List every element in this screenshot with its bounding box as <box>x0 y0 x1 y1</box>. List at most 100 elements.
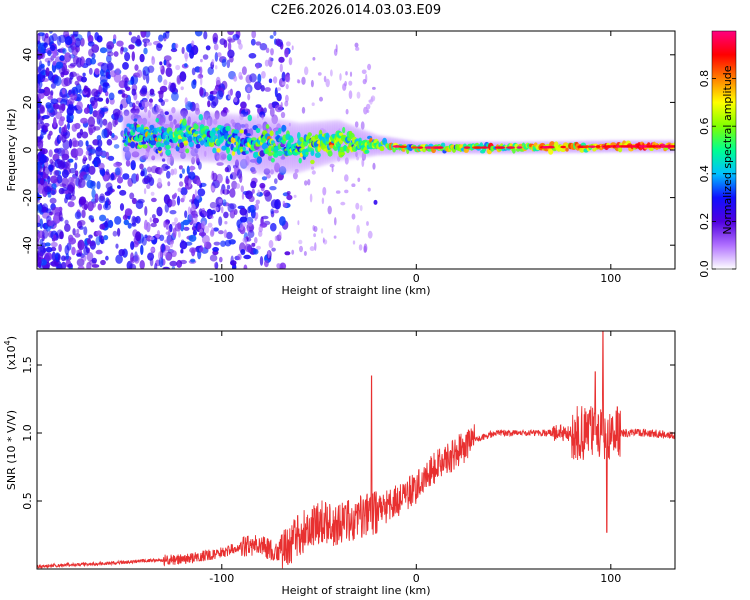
spectrogram-cell-24 <box>134 64 139 71</box>
spectrogram-y-tick-label-3: 20 <box>21 95 34 109</box>
spectrogram-cell-1311 <box>239 223 244 231</box>
spectrogram-cell-833 <box>37 199 41 204</box>
spectrogram-cell-1503 <box>174 43 179 49</box>
spectrogram-cell-1422 <box>322 237 325 243</box>
spectrogram-cell-1189 <box>165 165 171 170</box>
spectrogram-cell-993 <box>232 34 240 41</box>
spectrogram-cell-896 <box>48 130 53 136</box>
spectrogram-cell-739 <box>100 259 106 266</box>
spectrogram-cell-1059 <box>146 166 152 173</box>
spectrogram-cell-2091 <box>245 133 251 137</box>
spectrogram-cell-846 <box>115 254 123 264</box>
spectrogram-cell-1314 <box>356 224 360 234</box>
spectrogram-cell-578 <box>269 186 277 191</box>
spectrogram-cell-1197 <box>284 48 289 58</box>
spectrogram-cell-1253 <box>156 42 163 52</box>
spectrogram-cell-1077 <box>81 59 84 67</box>
spectrogram-cell-1572 <box>173 168 178 175</box>
spectrogram-cell-99 <box>143 47 148 55</box>
spectrogram-cell-977 <box>55 61 64 69</box>
snr-series-line <box>37 331 675 569</box>
spectrogram-cell-2265 <box>325 132 329 138</box>
spectrogram-cell-1497 <box>168 81 172 86</box>
spectrogram-cell-920 <box>166 170 171 179</box>
spectrogram-cell-2600 <box>437 146 444 149</box>
spectrogram-cell-1078 <box>235 90 241 99</box>
spectrogram-cell-1511 <box>279 63 283 73</box>
spectrogram-cell-2604 <box>480 146 489 149</box>
spectrogram-cell-1505 <box>309 246 315 252</box>
spectrogram-cell-2014 <box>212 147 217 154</box>
spectrogram-cell-1417 <box>297 80 301 84</box>
spectrogram-cell-649 <box>83 107 90 114</box>
spectrogram-cell-333 <box>179 173 183 179</box>
spectrogram-cell-1310 <box>327 205 332 215</box>
spectrogram-cell-1110 <box>99 193 105 202</box>
spectrogram-cell-1228 <box>44 57 53 63</box>
spectrogram-cell-1408 <box>146 183 151 189</box>
spectrogram-cell-2119 <box>259 150 265 157</box>
spectrogram-cell-1266 <box>37 256 42 267</box>
spectrogram-cell-1496 <box>249 221 253 227</box>
spectrogram-cell-1538 <box>340 201 346 206</box>
spectrogram-cell-1073 <box>66 115 71 123</box>
spectrogram-cell-1211 <box>199 86 204 97</box>
spectrogram-cell-1559 <box>312 57 316 61</box>
spectrogram-cell-633 <box>119 203 125 211</box>
spectrogram-cell-859 <box>91 44 100 53</box>
spectrogram-cell-2114 <box>256 156 262 164</box>
spectrogram-cell-759 <box>129 101 134 108</box>
spectrogram-cell-870 <box>54 75 62 87</box>
spectrogram-panel: -100 0 100 -40 -20 0 20 40 Height of straight … <box>5 30 676 297</box>
spectrogram-cell-2608 <box>516 146 523 149</box>
spectrogram-cell-1200 <box>227 49 235 59</box>
spectrogram-cell-589 <box>105 197 110 204</box>
spectrogram-cell-770 <box>49 197 57 204</box>
spectrogram-cell-1218 <box>122 173 130 180</box>
spectrogram-cell-842 <box>47 193 52 198</box>
spectrogram-cell-1066 <box>86 238 92 245</box>
spectrogram-cell-998 <box>249 73 257 83</box>
spectrogram-cell-2301 <box>342 126 346 134</box>
spectrogram-cell-1561 <box>157 177 162 187</box>
spectrogram-cell-1009 <box>50 44 56 52</box>
spectrogram-cell-1432 <box>194 189 197 198</box>
spectrogram-cell-407 <box>163 55 172 62</box>
spectrogram-cell-300 <box>48 149 53 158</box>
spectrogram-cell-1304 <box>304 66 309 76</box>
spectrogram-cell-2607 <box>506 146 515 149</box>
spectrogram-cell-881 <box>67 263 73 268</box>
spectrogram-cell-807 <box>91 188 96 199</box>
spectrogram-cell-2204 <box>298 157 302 164</box>
spectrogram-cell-685 <box>230 255 234 266</box>
spectrogram-cell-2513 <box>565 147 569 152</box>
spectrogram-cell-1252 <box>165 67 173 78</box>
spectrogram-cell-1299 <box>240 249 246 255</box>
spectrogram-cell-979 <box>114 167 121 176</box>
spectrogram-cell-14 <box>112 230 118 237</box>
spectrogram-cell-1433 <box>233 75 238 82</box>
spectrogram-cell-558 <box>279 216 286 226</box>
spectrogram-cell-1574 <box>357 177 361 182</box>
spectrogram-cell-1436 <box>309 193 313 203</box>
snr-y-tick-label-2: 1.5 <box>21 356 34 374</box>
spectrogram-cell-1336 <box>291 45 294 51</box>
spectrogram-cell-966 <box>129 263 137 269</box>
spectrogram-cell-1295 <box>133 254 140 264</box>
spectrogram-cell-1553 <box>211 185 215 192</box>
spectrogram-cell-343 <box>64 223 71 232</box>
spectrogram-cell-566 <box>190 258 196 263</box>
spectrogram-cell-547 <box>77 239 85 251</box>
spectrogram-cell-916 <box>65 190 69 195</box>
spectrogram-cell-1226 <box>191 248 196 257</box>
spectrogram-cell-1125 <box>64 52 72 63</box>
spectrogram-cell-1188 <box>218 216 223 226</box>
spectrogram-cell-2552 <box>617 146 623 153</box>
spectrogram-cell-650 <box>130 160 136 171</box>
spectrogram-cell-2186 <box>290 136 294 143</box>
spectrogram-cell-1507 <box>355 46 360 51</box>
spectrogram-cell-401 <box>101 128 108 139</box>
spectrogram-cell-1485 <box>264 59 269 67</box>
spectrogram-cell-1181 <box>45 246 53 253</box>
spectrogram-cell-2303 <box>343 144 347 152</box>
